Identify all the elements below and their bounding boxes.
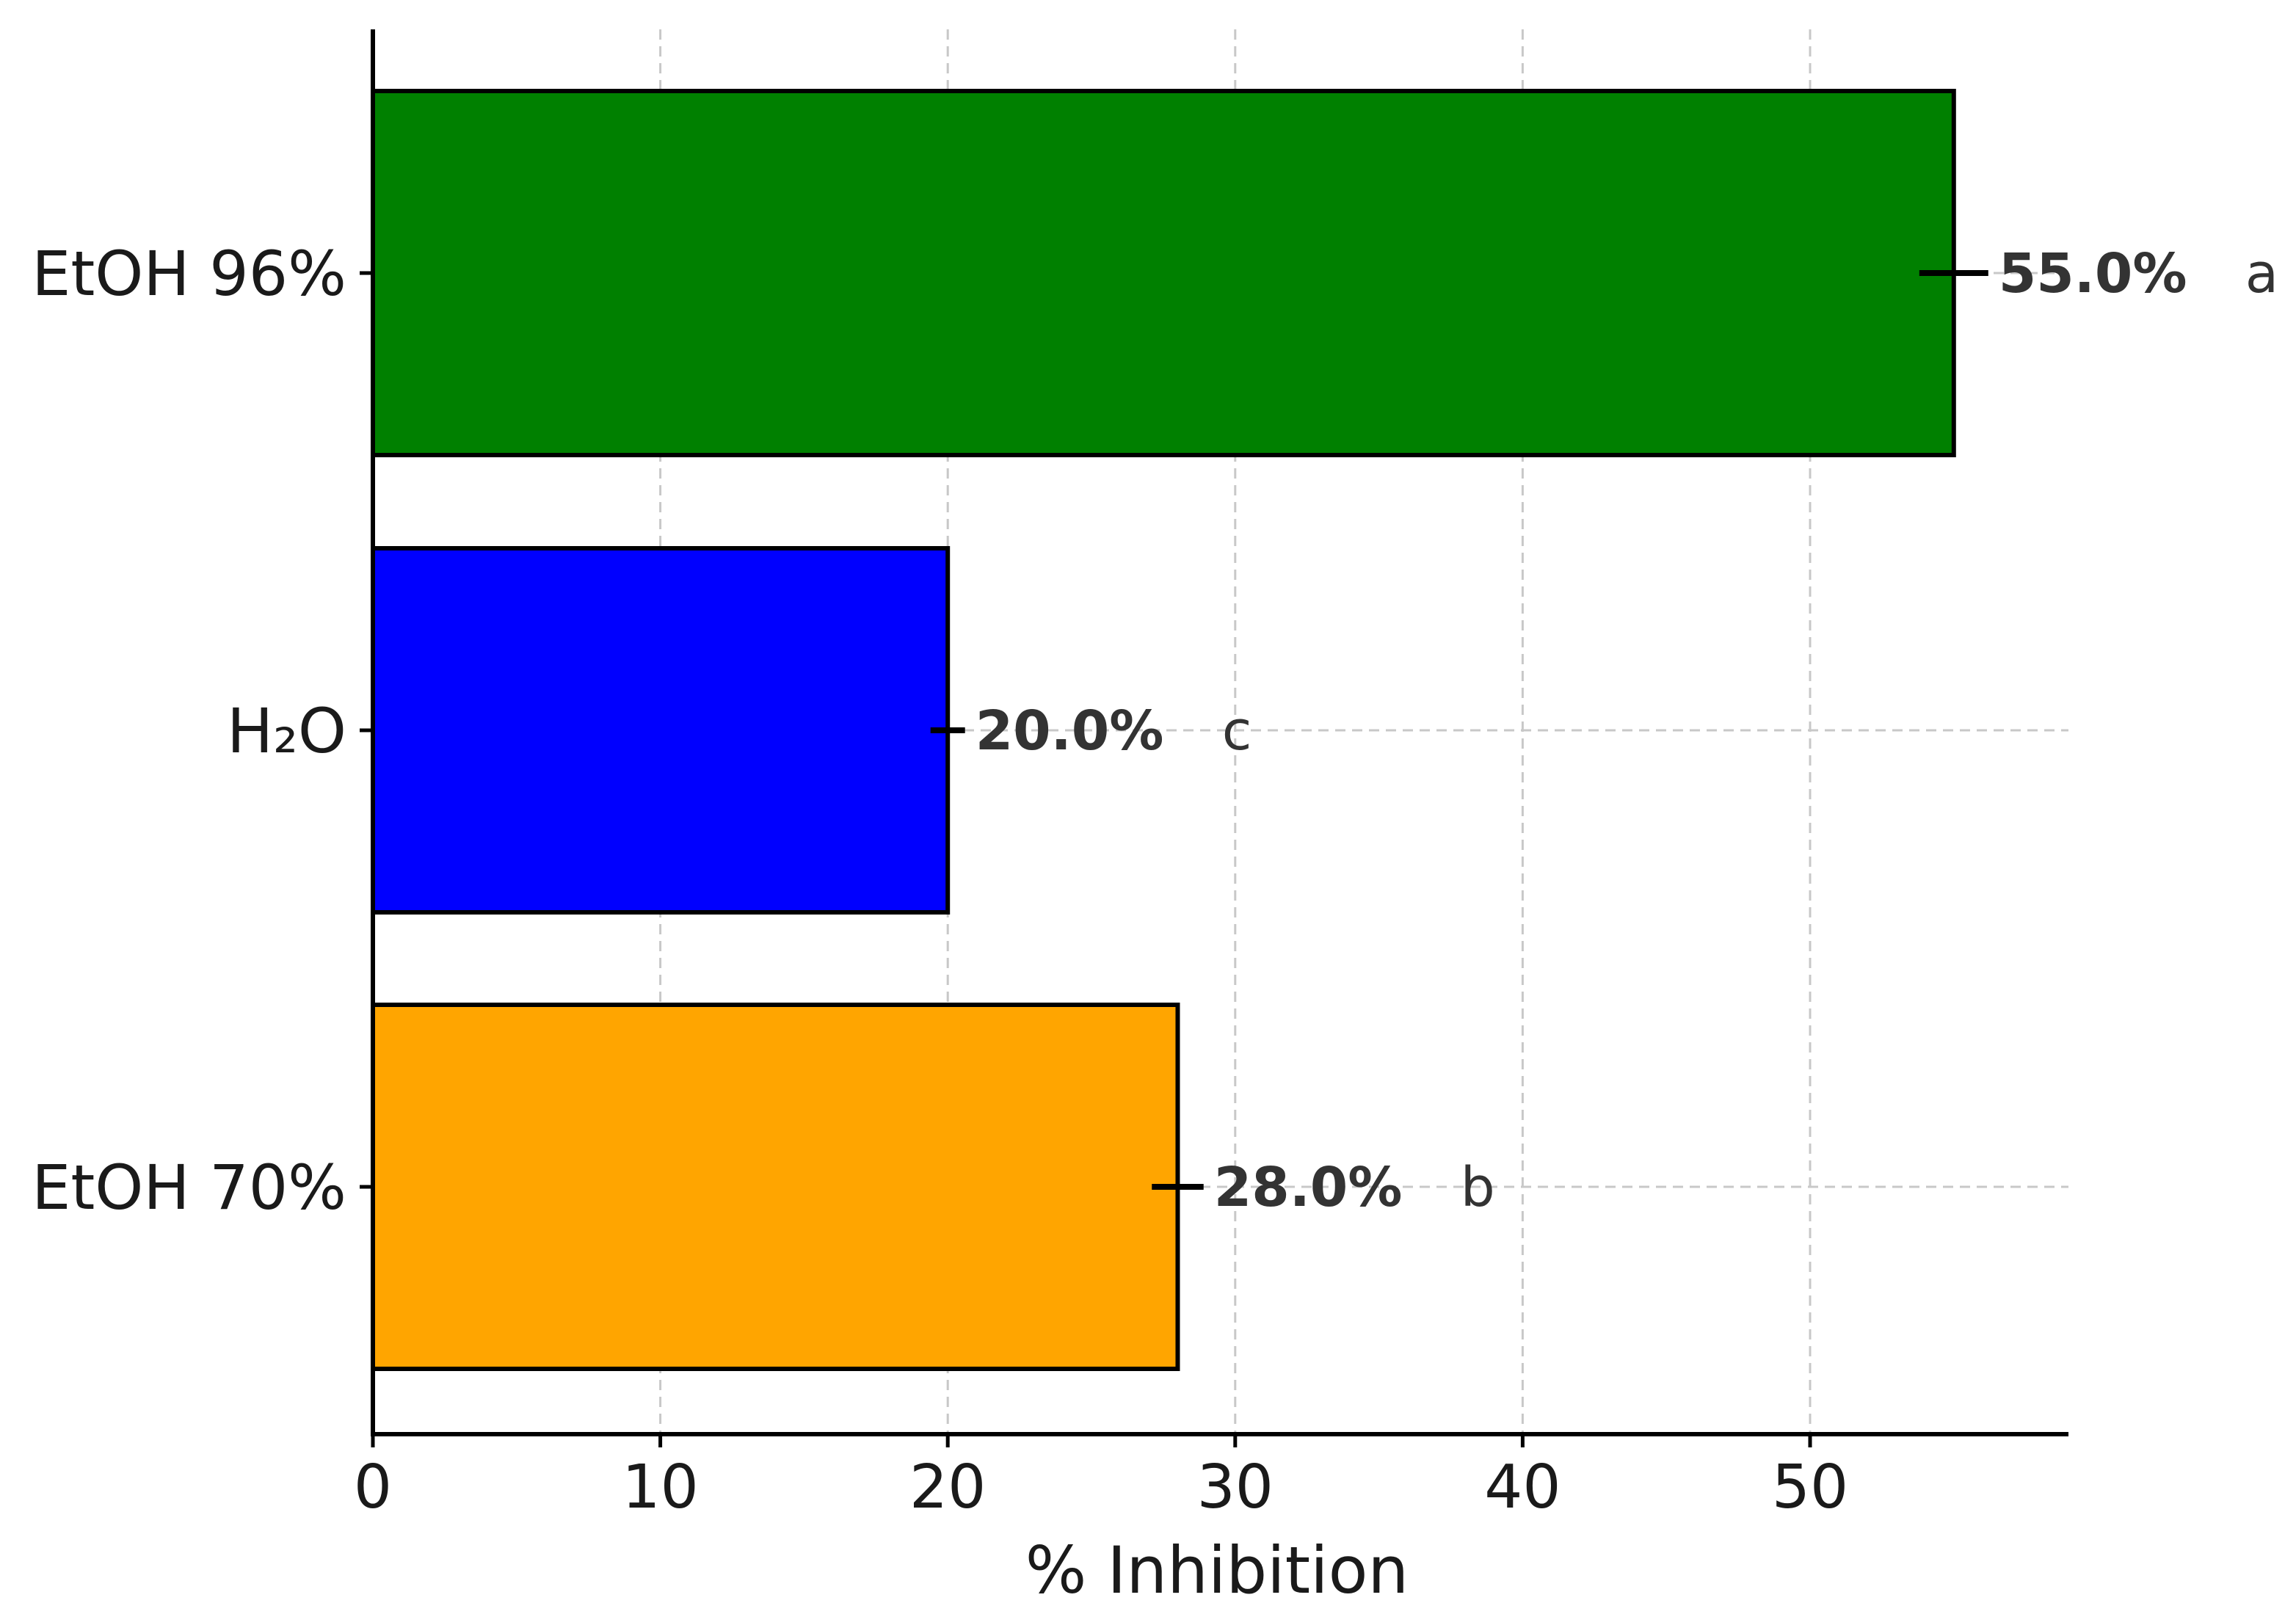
x-tick-label: 40 [1484, 1453, 1561, 1522]
value-label: 20.0% [976, 699, 1164, 763]
value-label: 28.0% [1214, 1156, 1403, 1219]
bar [371, 89, 1956, 457]
category-label: H₂O [227, 695, 346, 767]
x-tick-label: 20 [909, 1453, 986, 1522]
value-label: 55.0% [1999, 242, 2187, 305]
x-tick-label: 10 [622, 1453, 698, 1522]
bar [371, 546, 951, 915]
category-label: EtOH 70% [32, 1152, 346, 1224]
x-tick-label: 30 [1197, 1453, 1274, 1522]
x-axis-title: % Inhibition [1025, 1533, 1409, 1608]
label-layer: 0 10 20 30 40 50 EtOH 96% H₂O EtOH 70% 55.0% a 20.0… [32, 238, 2278, 1522]
x-tick-label: 50 [1772, 1453, 1848, 1522]
x-tick-label: 0 [354, 1453, 392, 1522]
significance-letter: a [2245, 242, 2278, 305]
bar [371, 1003, 1180, 1371]
bar-layer [371, 89, 1988, 1371]
significance-letter: b [1461, 1156, 1495, 1219]
axis-layer [360, 29, 2068, 1447]
category-label: EtOH 96% [32, 238, 346, 310]
significance-letter: c [1222, 699, 1252, 763]
